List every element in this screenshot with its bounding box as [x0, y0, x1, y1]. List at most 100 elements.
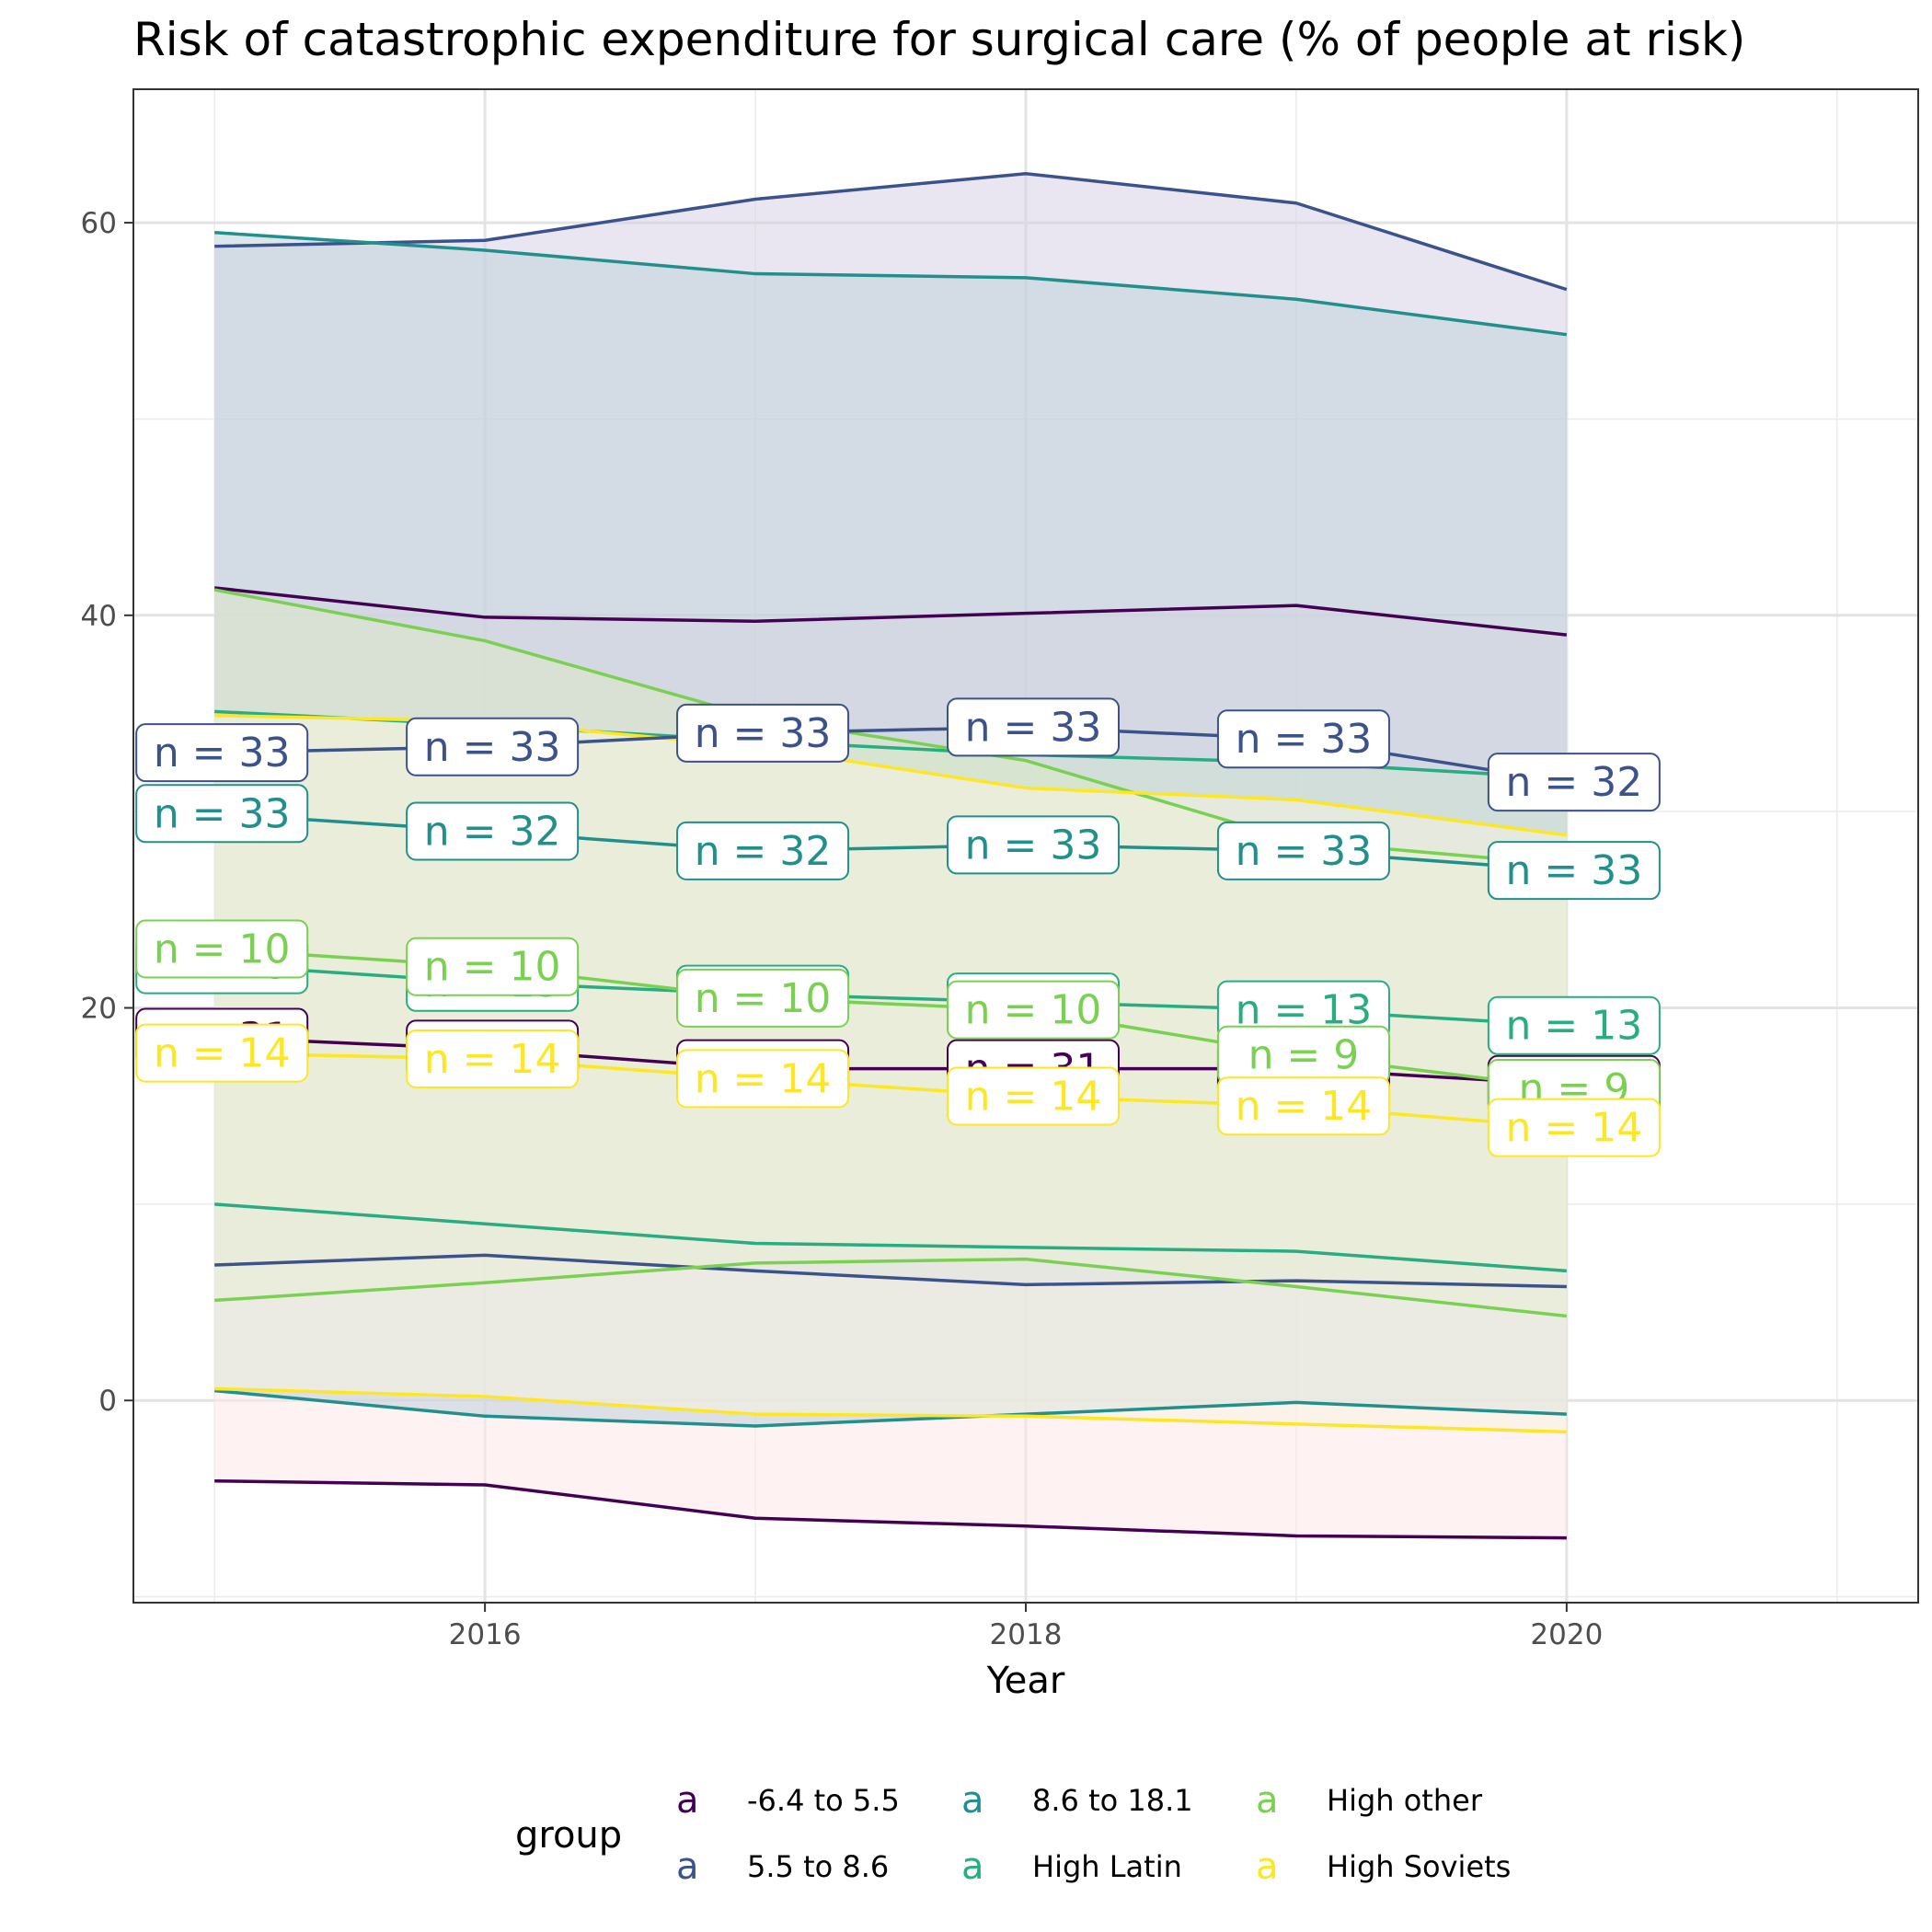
- n-label-box: [406, 717, 580, 776]
- n-label-text: n = 14: [424, 1036, 561, 1083]
- legend-key: a: [1256, 1846, 1279, 1888]
- upper-line-8-6-to-18-1: [214, 231, 1568, 337]
- n-label-high-other: n = 10: [406, 937, 580, 996]
- n-label-text: n = 32: [424, 808, 561, 855]
- legend-title: group: [515, 1814, 622, 1857]
- n-label-box: [676, 1049, 850, 1109]
- n-label-text: n = 33: [1506, 847, 1643, 894]
- legend-item-8-6-to-18-1: a 8.6 to 18.1: [961, 1779, 1193, 1822]
- n-label-box: [947, 980, 1120, 1040]
- n-label-8-6-to-18-1: n = 33: [947, 815, 1120, 875]
- legend-key: a: [961, 1846, 984, 1888]
- y-tick-label: 20: [81, 993, 117, 1026]
- legend-key: a: [1256, 1779, 1279, 1822]
- legend-label: 8.6 to 18.1: [1032, 1783, 1193, 1818]
- n-label-8-6-to-18-1: n = 33: [1216, 821, 1390, 880]
- n-label-text: n = 9: [1248, 1032, 1360, 1079]
- y-tick-label: 0: [98, 1385, 117, 1418]
- n-label-text: n = 14: [695, 1055, 832, 1102]
- n-label-5-5-to-8-6: n = 33: [1216, 709, 1390, 769]
- n-label-text: n = 33: [424, 724, 561, 771]
- n-label-high-soviets: n = 14: [1487, 1098, 1661, 1157]
- n-label-box: [676, 968, 850, 1028]
- legend-key: a: [961, 1779, 984, 1822]
- legend-item-high-latin: a High Latin: [961, 1846, 1182, 1888]
- n-label-text: n = 33: [695, 710, 832, 757]
- n-label-high-other: n = 10: [135, 919, 309, 979]
- n-label-box: [406, 1029, 580, 1088]
- n-label-text: n = 14: [1236, 1083, 1373, 1130]
- legend-key: a: [676, 1846, 699, 1888]
- n-label-box: [947, 1066, 1120, 1126]
- n-label-box: [1216, 821, 1390, 880]
- n-label-high-soviets: n = 14: [676, 1049, 850, 1109]
- n-label-box: [1216, 1076, 1390, 1136]
- n-label-box: [406, 937, 580, 996]
- legend-label: High other: [1327, 1783, 1483, 1818]
- n-label-box: [1487, 995, 1661, 1055]
- legend-label: -6.4 to 5.5: [747, 1783, 900, 1818]
- n-label-box: [1216, 709, 1390, 769]
- lower-line-high-soviets: [214, 1386, 1567, 1434]
- n-label-text: n = 10: [154, 926, 291, 973]
- n-label-box: [947, 815, 1120, 875]
- n-label-high-soviets: n = 14: [406, 1029, 580, 1088]
- axis-ticks: 2016 2018 2020 0 20 40 60: [81, 207, 1604, 1651]
- n-label-box: [1487, 753, 1661, 812]
- n-label-5-5-to-8-6: n = 33: [406, 717, 580, 776]
- n-label-8-6-to-18-1: n = 33: [135, 784, 309, 844]
- n-label-text: n = 14: [154, 1030, 291, 1077]
- lower-line-6-4-to-5-5: [214, 1478, 1567, 1540]
- n-label-high-soviets: n = 14: [1216, 1076, 1390, 1136]
- n-label-high-soviets: n = 14: [947, 1066, 1120, 1126]
- n-label-text: n = 33: [965, 704, 1102, 751]
- n-label-5-5-to-8-6: n = 32: [1487, 753, 1661, 812]
- n-label-box: [135, 919, 309, 979]
- upper-line-6-4-to-5-5: [213, 586, 1568, 637]
- lower-line-high-other: [214, 1257, 1568, 1318]
- n-label-box: [1487, 1098, 1661, 1157]
- n-label-text: n = 33: [1236, 716, 1373, 763]
- legend: group a -6.4 to 5.5 a 5.5 to 8.6 a 8.6 to 18.…: [515, 1779, 1511, 1888]
- n-label-text: n = 14: [965, 1074, 1102, 1121]
- n-label-box: [947, 697, 1120, 757]
- n-label-box: [406, 801, 580, 861]
- n-label-box: [135, 784, 309, 844]
- n-label-text: n = 33: [965, 822, 1102, 868]
- n-label-high-soviets: n = 14: [135, 1023, 309, 1083]
- n-label-8-6-to-18-1: n = 32: [676, 821, 850, 880]
- n-label-box: [135, 1023, 309, 1083]
- n-label-high-other: n = 9: [1216, 1025, 1390, 1085]
- n-label-box: [676, 703, 850, 763]
- n-label-box: [135, 723, 309, 783]
- lower-line-8-6-to-18-1: [214, 1388, 1567, 1428]
- n-label-text: n = 33: [154, 730, 291, 776]
- chart-title: Risk of catastrophic expenditure for sur…: [133, 13, 1745, 66]
- n-label-5-5-to-8-6: n = 33: [676, 703, 850, 763]
- legend-label: High Latin: [1032, 1849, 1182, 1884]
- band-high-soviets: [214, 715, 1567, 1432]
- n-label-text: n = 14: [1506, 1105, 1643, 1152]
- legend-label: 5.5 to 8.6: [747, 1849, 889, 1884]
- n-label-text: n = 33: [154, 790, 291, 837]
- x-tick-label: 2016: [449, 1618, 522, 1651]
- n-label-5-5-to-8-6: n = 33: [947, 697, 1120, 757]
- legend-label: High Soviets: [1327, 1849, 1511, 1884]
- n-label-box: [676, 821, 850, 880]
- legend-item-high-other: a High other: [1256, 1779, 1483, 1822]
- upper-line-5-5-to-8-6: [214, 171, 1568, 292]
- legend-item-6-4-to-5-5: a -6.4 to 5.5: [676, 1779, 900, 1822]
- lower-line-5-5-to-8-6: [214, 1253, 1567, 1289]
- n-label-high-other: n = 10: [676, 968, 850, 1028]
- n-label-box: [1487, 841, 1661, 901]
- n-label-text: n = 10: [965, 987, 1102, 1034]
- n-labels: n = 31n = 31n = 31n = 31n = 31n = 31n = …: [135, 697, 1661, 1157]
- legend-item-5-5-to-8-6: a 5.5 to 8.6: [676, 1846, 889, 1888]
- n-label-text: n = 13: [1506, 1003, 1643, 1050]
- n-label-high-latin: n = 13: [1487, 995, 1661, 1055]
- n-label-text: n = 10: [424, 944, 561, 991]
- n-label-8-6-to-18-1: n = 32: [406, 801, 580, 861]
- n-label-5-5-to-8-6: n = 33: [135, 723, 309, 783]
- legend-key: a: [676, 1779, 699, 1822]
